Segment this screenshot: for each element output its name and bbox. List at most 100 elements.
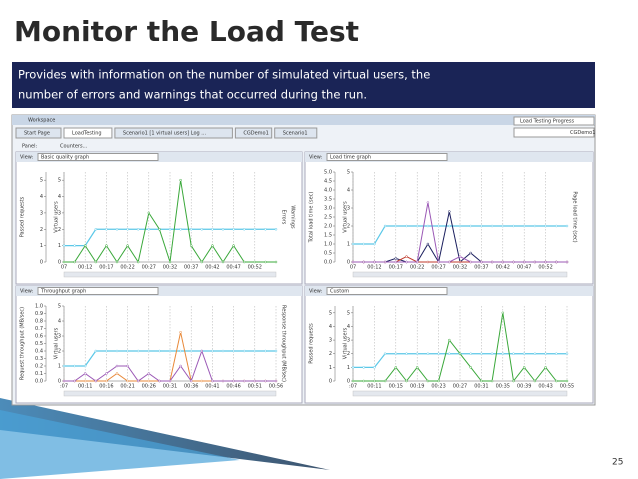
series-point — [458, 260, 462, 264]
series-point — [501, 260, 505, 264]
y2-tick-label: 3 — [347, 206, 350, 212]
chart-panel: View: Basic quality graph Passed requests V… — [15, 151, 303, 285]
series-point — [415, 366, 419, 369]
view-dropdown[interactable] — [326, 287, 448, 295]
view-dropdown[interactable] — [37, 153, 159, 161]
y-tick-label: 3 — [329, 338, 332, 344]
series-point — [501, 352, 505, 355]
y2-tick-label: 0 — [347, 260, 350, 266]
series-point — [426, 242, 430, 246]
series-point — [512, 260, 515, 264]
tab-label: Start Page — [24, 131, 50, 137]
y-tick-label: 0.3 — [35, 356, 43, 362]
series-point — [221, 228, 225, 231]
scrollbar[interactable] — [63, 271, 277, 278]
series-point — [565, 224, 569, 228]
view-name: Load time graph — [330, 155, 371, 161]
view-bar — [16, 286, 302, 296]
scrollbar[interactable] — [352, 390, 568, 397]
x-tick-label: 00:23 — [431, 384, 445, 390]
view-dropdown[interactable] — [37, 287, 159, 295]
y-tick-label: 2.0 — [324, 224, 332, 230]
series-point — [62, 244, 66, 247]
series-point — [437, 379, 440, 383]
y-axis-label: Total load time (sec) — [309, 192, 315, 244]
view-label: View: — [20, 155, 34, 161]
series-point — [232, 244, 235, 247]
series-point — [351, 379, 355, 383]
x-tick-label: 00:43 — [538, 384, 552, 390]
series-point — [179, 228, 182, 231]
series-point — [533, 260, 537, 264]
tab[interactable] — [114, 127, 233, 139]
x-tick-label: 00:39 — [517, 384, 531, 390]
series-point — [501, 311, 505, 315]
view-dropdown[interactable] — [326, 153, 448, 161]
y2-axis-label: Virtual users — [343, 201, 349, 233]
project-label: CGDemo1 — [570, 130, 595, 136]
series-point — [415, 260, 419, 264]
workspace-label: Workspace — [28, 118, 55, 124]
series-point — [253, 228, 257, 231]
series-point — [73, 244, 76, 247]
y-tick-label: 1.0 — [324, 242, 332, 248]
x-tick-label: 00:56 — [269, 384, 283, 390]
series-point — [533, 352, 537, 355]
series-point — [274, 260, 278, 264]
progress-box — [513, 116, 595, 126]
y2-tick-label: 0 — [58, 379, 61, 385]
series-point — [158, 228, 161, 231]
series-point — [105, 244, 108, 247]
right-axis-label: Errors — [281, 210, 287, 225]
y2-tick-label: 2 — [58, 349, 61, 355]
x-tick-label: 00:11 — [367, 384, 381, 390]
series-point — [415, 224, 419, 228]
x-tick-label: 00:47 — [226, 265, 240, 271]
right-axis-label: Response throughput (MB/sec) — [281, 305, 287, 382]
tab[interactable] — [234, 127, 273, 139]
series-point — [264, 379, 267, 383]
tab[interactable] — [15, 127, 62, 139]
series-point — [480, 352, 483, 355]
y-tick-label: 4.0 — [324, 188, 332, 194]
series-point — [555, 379, 558, 383]
series-point — [242, 228, 246, 231]
counters-label: Counters... — [60, 144, 88, 150]
x-tick-label: 00:46 — [226, 384, 240, 390]
series-point — [264, 349, 267, 353]
series-point — [168, 228, 172, 231]
y2-tick-label: 0 — [58, 260, 61, 266]
tab[interactable] — [63, 127, 113, 139]
series-point — [351, 242, 355, 246]
series-point — [94, 228, 98, 231]
scrollbar[interactable] — [63, 390, 277, 397]
series-point — [211, 228, 214, 231]
series-point — [147, 228, 151, 231]
progress-label: Load Testing Progress — [520, 119, 574, 125]
series-point — [62, 260, 66, 264]
series-point — [394, 257, 398, 260]
y-tick-label: 0.6 — [35, 334, 43, 340]
series-point — [522, 366, 526, 369]
series-point — [383, 352, 387, 355]
series-point — [115, 228, 119, 231]
banner — [12, 62, 595, 108]
series-point — [126, 228, 129, 231]
x-tick-label: 00:15 — [389, 384, 403, 390]
y-tick-label: 2 — [40, 227, 43, 233]
y2-axis-label: Virtual users — [54, 201, 60, 233]
series-point — [242, 260, 246, 264]
series-point — [522, 224, 526, 228]
series-point — [221, 379, 225, 383]
scrollbar[interactable] — [352, 271, 568, 278]
y2-tick-label: 0 — [347, 379, 350, 385]
x-tick-label: 00:52 — [538, 265, 552, 271]
series-point — [490, 260, 494, 264]
tab[interactable] — [274, 127, 318, 139]
series-point — [533, 224, 537, 228]
series-point — [394, 224, 398, 228]
banner-text: Provides with information on the number … — [18, 68, 430, 82]
x-tick-label: 00:27 — [431, 265, 445, 271]
